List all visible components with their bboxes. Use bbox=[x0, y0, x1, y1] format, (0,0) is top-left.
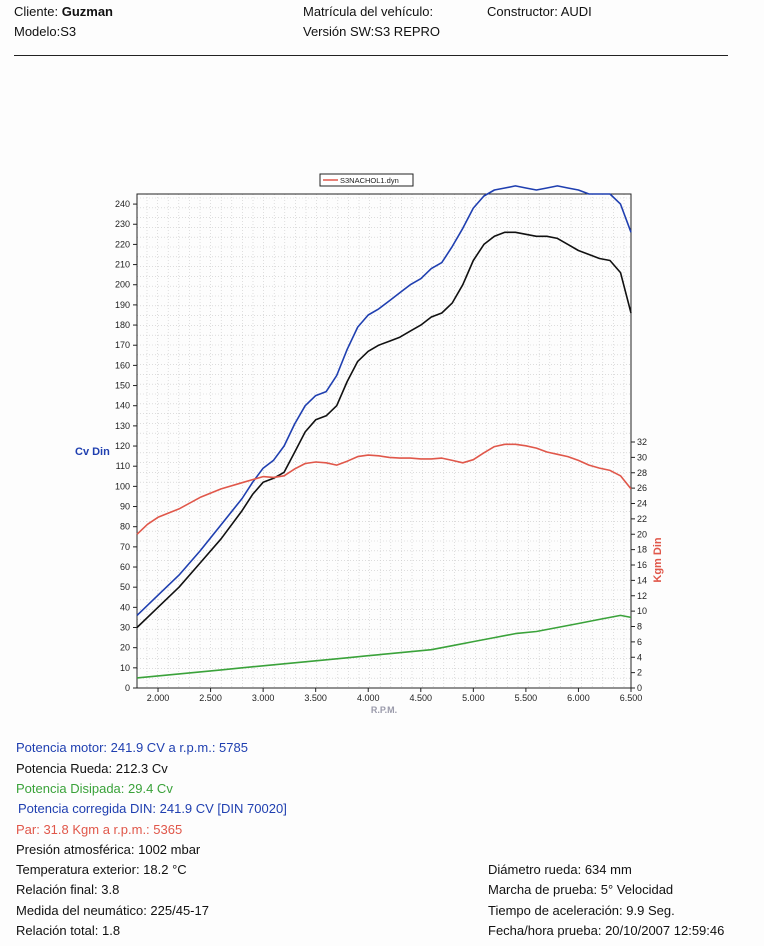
y-right-tick-label: 22 bbox=[637, 514, 647, 524]
marcha: Marcha de prueba: 5° Velocidad bbox=[488, 882, 673, 897]
y-left-tick-label: 60 bbox=[120, 562, 130, 572]
medida-neumatico: Medida del neumático: 225/45-17 bbox=[16, 903, 209, 918]
y-right-tick-label: 6 bbox=[637, 637, 642, 647]
y-right-tick-label: 28 bbox=[637, 468, 647, 478]
y-left-axis-label: Cv Din bbox=[75, 446, 110, 458]
y-right-tick-label: 8 bbox=[637, 622, 642, 632]
y-left-tick-label: 30 bbox=[120, 623, 130, 633]
x-tick-label: 2.500 bbox=[199, 693, 222, 703]
y-right-tick-label: 26 bbox=[637, 483, 647, 493]
potencia-rueda: Potencia Rueda: 212.3 Cv bbox=[16, 761, 168, 776]
y-left-tick-label: 190 bbox=[115, 300, 130, 310]
y-left-tick-label: 130 bbox=[115, 421, 130, 431]
diametro-rueda: Diámetro rueda: 634 mm bbox=[488, 862, 632, 877]
y-right-tick-label: 16 bbox=[637, 560, 647, 570]
par: Par: 31.8 Kgm a r.p.m.: 5365 bbox=[16, 822, 182, 837]
x-tick-label: 5.000 bbox=[462, 693, 485, 703]
y-left-tick-label: 40 bbox=[120, 602, 130, 612]
y-left-tick-label: 240 bbox=[115, 199, 130, 209]
y-left-tick-label: 150 bbox=[115, 381, 130, 391]
x-tick-label: 3.000 bbox=[252, 693, 275, 703]
temperatura: Temperatura exterior: 18.2 °C bbox=[16, 862, 187, 877]
y-left-tick-label: 120 bbox=[115, 441, 130, 451]
relacion-total: Relación total: 1.8 bbox=[16, 923, 120, 938]
y-right-tick-label: 20 bbox=[637, 529, 647, 539]
y-left-tick-label: 10 bbox=[120, 663, 130, 673]
y-left-tick-label: 50 bbox=[120, 582, 130, 592]
y-left-tick-label: 140 bbox=[115, 401, 130, 411]
potencia-rueda-line bbox=[137, 232, 631, 627]
y-left-tick-label: 0 bbox=[125, 683, 130, 693]
y-right-tick-label: 24 bbox=[637, 499, 647, 509]
y-left-tick-label: 210 bbox=[115, 260, 130, 270]
presion: Presión atmosférica: 1002 mbar bbox=[16, 842, 200, 857]
y-left-tick-label: 200 bbox=[115, 280, 130, 290]
y-left-tick-label: 100 bbox=[115, 481, 130, 491]
y-right-tick-label: 12 bbox=[637, 591, 647, 601]
potencia-motor: Potencia motor: 241.9 CV a r.p.m.: 5785 bbox=[16, 740, 248, 755]
potencia-disipada: Potencia Disipada: 29.4 Cv bbox=[16, 781, 173, 796]
dyno-chart: 0102030405060708090100110120130140150160… bbox=[0, 0, 764, 730]
x-tick-label: 3.500 bbox=[304, 693, 327, 703]
relacion-final: Relación final: 3.8 bbox=[16, 882, 119, 897]
y-right-tick-label: 2 bbox=[637, 668, 642, 678]
fecha: Fecha/hora prueba: 20/10/2007 12:59:46 bbox=[488, 923, 724, 938]
legend-label: S3NACHOL1.dyn bbox=[340, 176, 399, 185]
y-right-tick-label: 30 bbox=[637, 452, 647, 462]
y-right-axis-label: Kgm Din bbox=[652, 537, 664, 583]
y-left-tick-label: 220 bbox=[115, 239, 130, 249]
y-left-tick-label: 20 bbox=[120, 643, 130, 653]
y-left-tick-label: 110 bbox=[116, 461, 130, 471]
x-axis-label: R.P.M. bbox=[371, 705, 397, 715]
x-tick-label: 5.500 bbox=[515, 693, 538, 703]
x-tick-label: 2.000 bbox=[147, 693, 170, 703]
potencia-corregida: Potencia corregida DIN: 241.9 CV [DIN 70… bbox=[18, 801, 287, 816]
y-right-tick-label: 32 bbox=[637, 437, 647, 447]
y-left-tick-label: 230 bbox=[115, 219, 130, 229]
y-left-tick-label: 70 bbox=[120, 542, 130, 552]
y-left-tick-label: 80 bbox=[120, 522, 130, 532]
x-tick-label: 4.500 bbox=[410, 693, 433, 703]
x-tick-label: 6.000 bbox=[567, 693, 590, 703]
y-right-tick-label: 4 bbox=[637, 652, 642, 662]
y-left-tick-label: 90 bbox=[120, 502, 130, 512]
y-right-tick-label: 0 bbox=[637, 683, 642, 693]
par-line bbox=[137, 444, 631, 534]
y-right-tick-label: 14 bbox=[637, 575, 647, 585]
x-tick-label: 4.000 bbox=[357, 693, 380, 703]
y-right-tick-label: 10 bbox=[637, 606, 647, 616]
y-left-tick-label: 170 bbox=[115, 340, 130, 350]
x-tick-label: 6.500 bbox=[620, 693, 643, 703]
y-left-tick-label: 160 bbox=[115, 360, 130, 370]
y-right-tick-label: 18 bbox=[637, 545, 647, 555]
tiempo-aceleracion: Tiempo de aceleración: 9.9 Seg. bbox=[488, 903, 675, 918]
plot-frame bbox=[137, 194, 631, 688]
y-left-tick-label: 180 bbox=[115, 320, 130, 330]
